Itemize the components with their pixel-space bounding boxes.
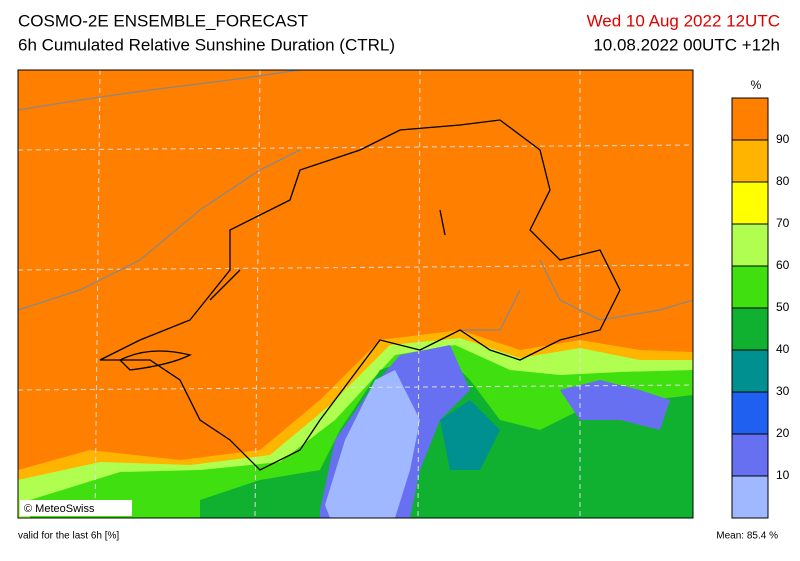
colorbar: % 10 20 30 40 50 60 70 80 90 [731, 78, 790, 519]
colorbar-label: 40 [776, 342, 790, 356]
map: © MeteoSwiss [17, 69, 694, 519]
run-time: 10.08.2022 00UTC +12h [593, 35, 780, 54]
colorbar-bin [732, 308, 768, 350]
footer-note: valid for the last 6h [%] [18, 531, 119, 542]
subtitle: 6h Cumulated Relative Sunshine Duration … [18, 35, 395, 54]
region [560, 380, 670, 430]
colorbar-bin [732, 224, 768, 266]
colorbar-label: 10 [776, 468, 790, 482]
region [440, 400, 500, 470]
colorbar-bin [732, 266, 768, 308]
credit-box [20, 500, 132, 516]
colorbar-bin [732, 182, 768, 224]
mean-value: Mean: 85.4 % [716, 531, 778, 542]
credit: © MeteoSwiss [24, 503, 95, 515]
colorbar-bin [732, 350, 768, 392]
valid-time: Wed 10 Aug 2022 12UTC [587, 11, 780, 30]
title: COSMO-2E ENSEMBLE_FORECAST [18, 11, 308, 30]
colorbar-bin [732, 140, 768, 182]
colorbar-label: 80 [776, 174, 790, 188]
colorbar-label: 90 [776, 132, 790, 146]
colorbar-bin [732, 98, 768, 140]
colorbar-frame [731, 97, 769, 519]
graticule [17, 69, 694, 519]
colorbar-bin [732, 476, 768, 518]
colorbar-bin [732, 392, 768, 434]
unit-label: % [751, 78, 762, 92]
region [325, 370, 420, 518]
colorbar-label: 50 [776, 300, 790, 314]
country-borders [17, 69, 694, 331]
colorbar-bin [732, 434, 768, 476]
colorbar-label: 60 [776, 258, 790, 272]
colorbar-label: 30 [776, 384, 790, 398]
colorbar-label: 70 [776, 216, 790, 230]
colorbar-label: 20 [776, 426, 790, 440]
swiss-border [99, 119, 621, 471]
map-frame [17, 69, 694, 519]
